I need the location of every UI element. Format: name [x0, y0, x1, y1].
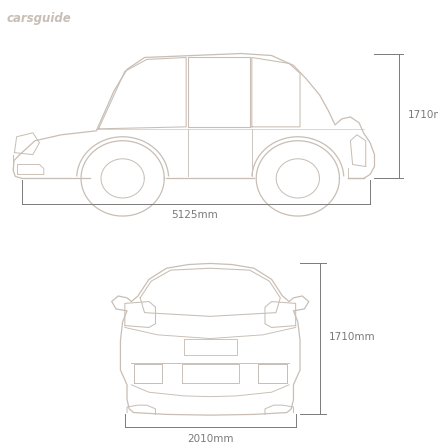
Text: 1710mm: 1710mm: [407, 110, 438, 120]
Text: 5125mm: 5125mm: [172, 210, 218, 220]
Text: 2010mm: 2010mm: [187, 434, 233, 444]
Text: carsguide: carsguide: [7, 12, 71, 25]
Text: 1710mm: 1710mm: [328, 332, 375, 342]
